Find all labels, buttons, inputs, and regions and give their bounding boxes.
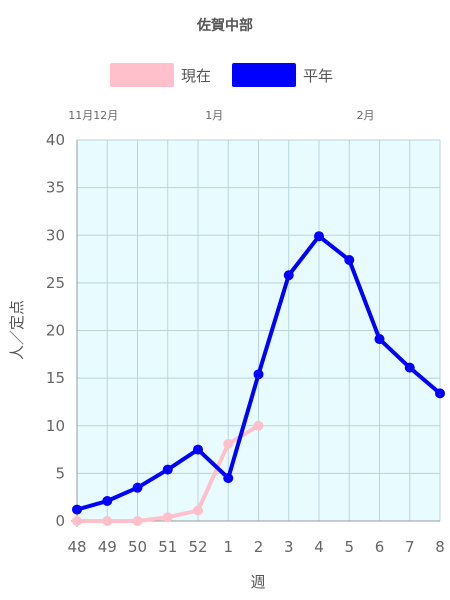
y-tick-label: 40 <box>46 131 65 149</box>
data-point <box>193 505 203 516</box>
x-tick-label: 7 <box>405 538 415 556</box>
month-label: 2月 <box>357 109 375 122</box>
data-point <box>162 512 173 523</box>
data-point <box>404 362 415 373</box>
x-tick-label: 48 <box>67 538 86 556</box>
x-tick-label: 4 <box>314 538 324 556</box>
y-axis-title: 人／定点 <box>8 300 26 360</box>
x-tick-label: 6 <box>375 538 385 556</box>
x-tick-label: 52 <box>188 538 207 556</box>
x-tick-label: 49 <box>98 538 117 556</box>
data-point <box>162 464 173 475</box>
data-point <box>102 516 113 526</box>
data-point <box>435 388 445 399</box>
x-tick-label: 50 <box>128 538 147 556</box>
data-point <box>344 255 355 266</box>
data-point <box>374 334 385 345</box>
x-tick-label: 1 <box>223 538 233 556</box>
month-label: 11月12月 <box>68 109 118 122</box>
y-tick-label: 10 <box>46 417 65 435</box>
data-point <box>253 420 264 431</box>
data-point <box>223 438 234 449</box>
data-point <box>102 495 113 506</box>
chart-title: 佐賀中部 <box>196 17 253 34</box>
legend: 現在 平年 <box>110 63 333 87</box>
x-tick-label: 8 <box>435 538 445 556</box>
y-tick-label: 25 <box>46 274 65 292</box>
data-point <box>253 369 264 380</box>
month-labels: 11月12月 1月 2月 <box>68 109 374 122</box>
y-tick-label: 20 <box>46 322 65 340</box>
data-point <box>223 473 234 484</box>
y-tick-label: 5 <box>55 464 65 482</box>
x-tick-label: 5 <box>344 538 354 556</box>
x-tick-labels: 48 49 50 51 52 1 2 3 4 5 6 7 8 <box>67 538 444 556</box>
data-point <box>193 444 203 455</box>
data-point <box>283 270 294 281</box>
x-axis-title: 週 <box>250 573 265 591</box>
data-point <box>132 482 143 493</box>
data-point <box>132 516 143 526</box>
data-point <box>72 504 82 515</box>
y-tick-label: 35 <box>46 179 65 197</box>
y-tick-labels: 0 5 10 15 20 25 30 35 40 <box>46 131 65 530</box>
y-tick-label: 0 <box>55 512 65 530</box>
y-tick-label: 15 <box>46 369 65 387</box>
legend-swatch <box>232 63 296 87</box>
series <box>72 231 445 526</box>
legend-label: 平年 <box>303 67 333 85</box>
x-tick-label: 2 <box>254 538 264 556</box>
x-tick-label: 3 <box>284 538 294 556</box>
legend-label: 現在 <box>181 67 211 85</box>
data-point <box>72 516 82 526</box>
data-point <box>314 231 324 242</box>
y-tick-label: 30 <box>46 226 65 244</box>
x-tick-label: 51 <box>158 538 177 556</box>
month-label: 1月 <box>205 109 223 122</box>
legend-swatch <box>110 63 174 87</box>
